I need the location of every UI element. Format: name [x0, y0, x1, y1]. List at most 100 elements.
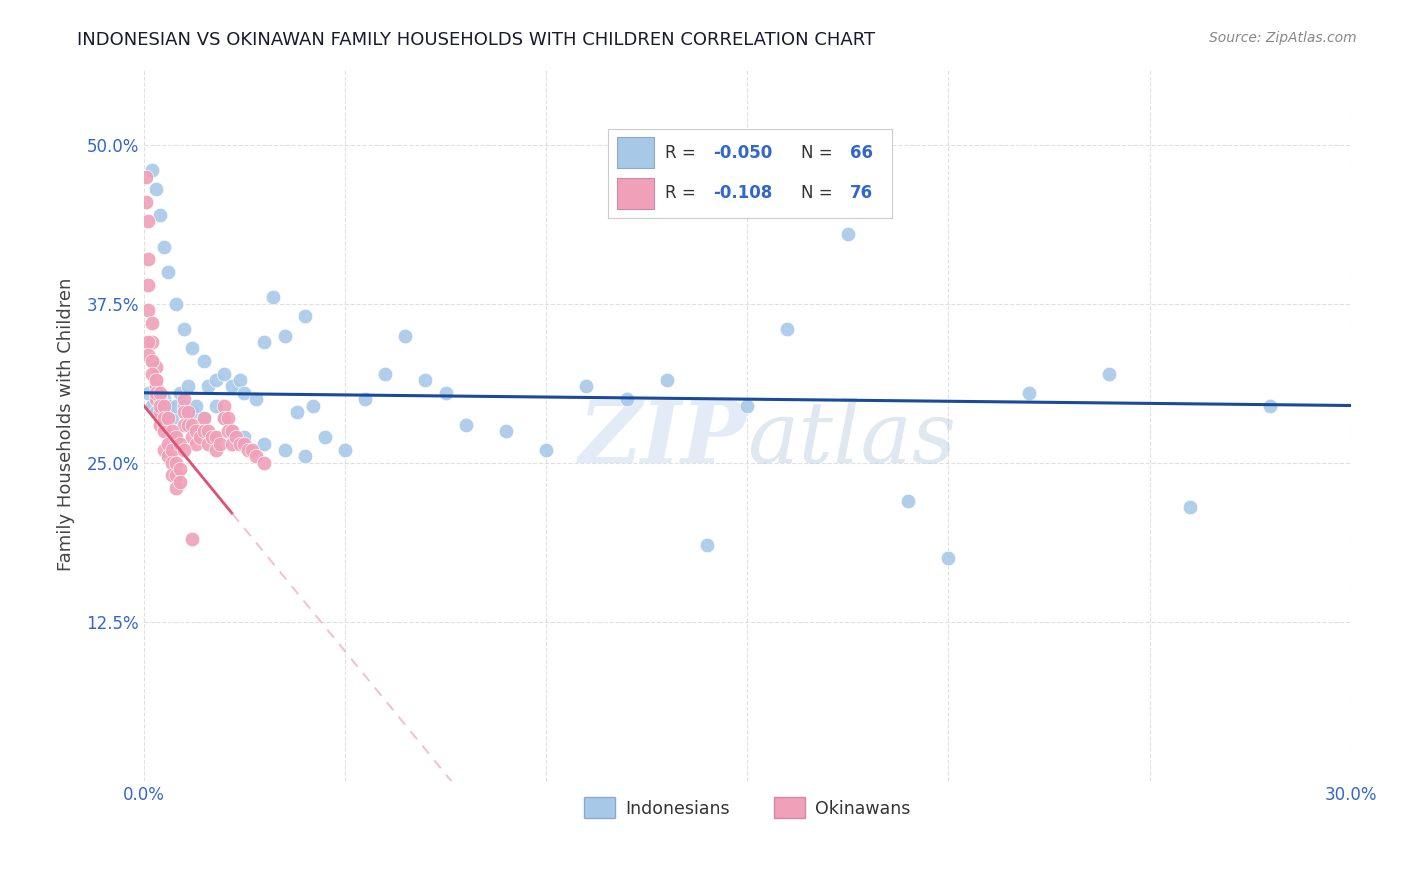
Point — [262, 290, 284, 304]
Point — [136, 214, 159, 228]
Legend: Indonesians, Okinawans: Indonesians, Okinawans — [576, 790, 918, 825]
Point — [229, 373, 252, 387]
Point — [184, 436, 207, 450]
Text: INDONESIAN VS OKINAWAN FAMILY HOUSEHOLDS WITH CHILDREN CORRELATION CHART: INDONESIAN VS OKINAWAN FAMILY HOUSEHOLDS… — [77, 31, 876, 49]
Point — [301, 399, 323, 413]
Point — [149, 411, 172, 425]
Point — [221, 436, 243, 450]
Point — [141, 354, 163, 368]
Point — [136, 385, 159, 400]
Point — [415, 373, 437, 387]
Point — [160, 424, 183, 438]
Point — [160, 468, 183, 483]
Point — [145, 373, 167, 387]
Point — [205, 443, 228, 458]
Point — [181, 341, 204, 355]
Point — [156, 399, 179, 413]
Point — [233, 385, 256, 400]
Point — [160, 443, 183, 458]
Point — [233, 436, 256, 450]
Point — [149, 385, 172, 400]
Point — [165, 430, 187, 444]
Point — [153, 239, 176, 253]
Point — [314, 430, 336, 444]
Point — [193, 411, 215, 425]
Point — [221, 379, 243, 393]
Point — [156, 450, 179, 464]
Point — [165, 297, 187, 311]
Point — [141, 367, 163, 381]
Point — [173, 417, 195, 432]
Point — [169, 385, 191, 400]
Point — [177, 379, 200, 393]
Text: ZIP: ZIP — [579, 397, 747, 481]
Point — [156, 411, 179, 425]
Point — [1258, 399, 1281, 413]
Point — [141, 354, 163, 368]
Point — [837, 227, 859, 241]
Point — [1098, 367, 1121, 381]
Point — [165, 399, 187, 413]
Point — [181, 430, 204, 444]
Point — [165, 456, 187, 470]
Point — [136, 348, 159, 362]
Point — [205, 430, 228, 444]
Point — [145, 385, 167, 400]
Point — [776, 322, 799, 336]
Point — [253, 436, 276, 450]
Text: atlas: atlas — [747, 398, 956, 480]
Point — [197, 379, 219, 393]
Point — [169, 462, 191, 476]
Point — [197, 436, 219, 450]
Point — [193, 424, 215, 438]
Point — [153, 443, 176, 458]
Point — [273, 328, 295, 343]
Point — [145, 360, 167, 375]
Point — [135, 169, 157, 184]
Point — [217, 424, 239, 438]
Point — [253, 456, 276, 470]
Point — [141, 334, 163, 349]
Point — [145, 392, 167, 406]
Point — [735, 399, 758, 413]
Point — [169, 436, 191, 450]
Point — [245, 450, 267, 464]
Point — [238, 443, 260, 458]
Point — [160, 411, 183, 425]
Point — [229, 436, 252, 450]
Text: Source: ZipAtlas.com: Source: ZipAtlas.com — [1209, 31, 1357, 45]
Point — [209, 436, 232, 450]
Point — [575, 379, 598, 393]
Point — [212, 367, 235, 381]
Point — [197, 424, 219, 438]
Point — [145, 405, 167, 419]
Point — [221, 424, 243, 438]
Point — [205, 399, 228, 413]
Point — [136, 334, 159, 349]
Point — [534, 443, 557, 458]
Point — [294, 450, 316, 464]
Point — [165, 481, 187, 495]
Point — [333, 443, 356, 458]
Point — [160, 456, 183, 470]
Point — [285, 405, 308, 419]
Point — [149, 392, 172, 406]
Point — [394, 328, 416, 343]
Point — [149, 417, 172, 432]
Point — [273, 443, 295, 458]
Point — [354, 392, 377, 406]
Point — [169, 475, 191, 489]
Point — [153, 411, 176, 425]
Point — [149, 208, 172, 222]
Point — [193, 411, 215, 425]
Point — [141, 399, 163, 413]
Point — [938, 551, 960, 566]
Point — [212, 399, 235, 413]
Point — [136, 303, 159, 318]
Point — [188, 430, 211, 444]
Point — [135, 195, 157, 210]
Point — [177, 405, 200, 419]
Point — [495, 424, 517, 438]
Point — [221, 424, 243, 438]
Point — [181, 532, 204, 546]
